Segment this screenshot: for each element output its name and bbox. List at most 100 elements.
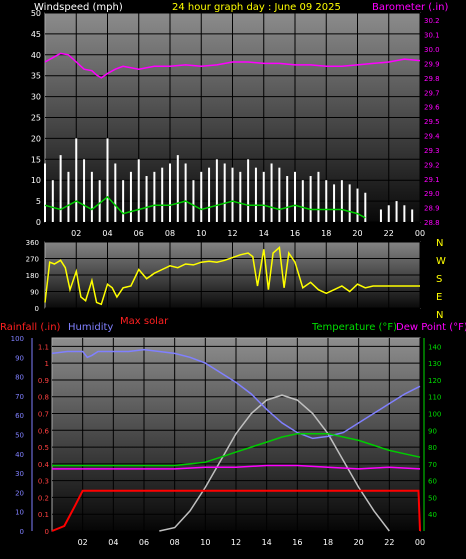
barometer-tick-label: 29.8: [424, 75, 440, 83]
chart-title: 24 hour graph day : June 09 2025: [172, 2, 341, 13]
barometer-tick-label: 30.1: [424, 32, 440, 40]
wind-x-tick-label: 12: [227, 229, 237, 238]
compass-label: S: [436, 274, 442, 285]
barometer-tick-label: 29.7: [424, 89, 440, 97]
direction-series: [44, 245, 420, 306]
barometer-tick-label: 29.3: [424, 147, 440, 155]
rainfall-tick-label: 1: [45, 360, 49, 368]
wind-y-tick-label: 20: [31, 134, 41, 143]
temperature-tick-label: 80: [428, 444, 437, 452]
barometer-tick-label: 28.9: [424, 205, 440, 213]
temperature-tick-label: 40: [428, 511, 437, 519]
rainfall-tick-label: 0: [45, 528, 49, 536]
temperature-tick-label: 120: [428, 377, 441, 385]
max-solar-label: Max solar: [120, 316, 169, 327]
humidity-line: [51, 348, 421, 440]
wind-y-tick-label: 45: [31, 30, 41, 39]
direction-y-tick-label: 270: [26, 256, 39, 264]
humidity-tick-label: 50: [15, 432, 24, 440]
wind-x-tick-label: 06: [134, 229, 144, 238]
temperature-line: [52, 432, 421, 467]
direction-y-tick-label: 90: [30, 289, 39, 297]
rainfall-tick-label: 0.2: [38, 494, 49, 502]
wind-x-tick-label: 22: [384, 229, 394, 238]
rainfall-tick-label: 0.8: [38, 394, 49, 402]
humidity-tick-label: 60: [15, 412, 24, 420]
barometer-tick-label: 28.8: [424, 219, 440, 227]
climate-x-tick-label: 22: [384, 538, 394, 547]
direction-grid: [45, 241, 421, 309]
windspeed-axis-title: Windspeed (mph): [34, 2, 123, 13]
barometer-tick-label: 29.0: [424, 190, 440, 198]
climate-x-tick-label: 00: [415, 538, 425, 547]
rainfall-tick-label: 0.3: [38, 478, 49, 486]
wind-y-tick-label: 0: [36, 218, 41, 227]
climate-x-tick-label: 12: [231, 538, 241, 547]
temperature-tick-label: 70: [428, 461, 437, 469]
wind-x-tick-label: 14: [259, 229, 269, 238]
barometer-tick-label: 29.6: [424, 104, 440, 112]
temperature-tick-label: 110: [428, 394, 441, 402]
wind-x-tick-label: 00: [415, 229, 425, 238]
climate-series: [51, 348, 421, 532]
humidity-tick-label: 0: [20, 528, 24, 536]
rainfall-tick-label: 0.5: [38, 444, 49, 452]
humidity-tick-label: 80: [15, 374, 24, 382]
climate-x-tick-label: 04: [108, 538, 118, 547]
wind-x-tick-label: 02: [71, 229, 81, 238]
max-solar-line: [159, 394, 390, 532]
rainfall-axis-title: Rainfall (.in): [0, 322, 61, 333]
rainfall-line: [51, 489, 421, 532]
dewpoint-line: [52, 464, 421, 470]
wind-y-tick-label: 25: [31, 114, 41, 123]
humidity-tick-label: 70: [15, 393, 24, 401]
barometer-tick-label: 30.2: [424, 17, 440, 25]
wind-x-tick-label: 08: [165, 229, 175, 238]
temperature-axis-title: Temperature (°F): [311, 322, 397, 333]
barometer-axis-title: Barometer (.in): [372, 2, 448, 13]
climate-x-tick-label: 20: [354, 538, 364, 547]
humidity-tick-label: 40: [15, 451, 24, 459]
barometer-line: [44, 52, 421, 79]
humidity-tick-label: 20: [15, 489, 24, 497]
compass-label: N: [436, 238, 443, 249]
wind-y-tick-label: 5: [36, 197, 41, 206]
wind-x-tick-label: 16: [290, 229, 300, 238]
wind-x-tick-label: 04: [102, 229, 112, 238]
rainfall-tick-label: 1.1: [38, 343, 49, 351]
climate-x-tick-label: 18: [323, 538, 333, 547]
humidity-tick-label: 100: [11, 335, 24, 343]
compass-label: N: [436, 310, 443, 321]
wind-axes: 0 5 10 15 20 25 30 35 40 45 50 02 04 06 08 10 12 14 16 18 20…: [31, 9, 440, 238]
wind-y-tick-label: 35: [31, 72, 41, 81]
wind-average-line: [44, 195, 366, 219]
rainfall-tick-label: 0.1: [38, 511, 49, 519]
temperature-tick-label: 140: [428, 343, 441, 351]
barometer-tick-label: 29.4: [424, 133, 440, 141]
climate-x-tick-label: 02: [78, 538, 88, 547]
climate-x-tick-label: 06: [139, 538, 149, 547]
barometer-tick-label: 29.9: [424, 60, 440, 68]
direction-y-tick-label: 0: [35, 305, 39, 313]
barometer-tick-label: 29.5: [424, 118, 440, 126]
temperature-tick-label: 100: [428, 411, 441, 419]
wind-y-tick-label: 30: [31, 93, 41, 102]
dewpoint-axis-title: Dew Point (°F): [396, 322, 466, 333]
climate-grid: [52, 338, 421, 532]
compass-label: E: [436, 292, 442, 303]
climate-x-tick-label: 14: [262, 538, 272, 547]
humidity-tick-label: 10: [15, 509, 24, 517]
climate-x-tick-label: 08: [170, 538, 180, 547]
rainfall-tick-label: 0.7: [38, 411, 49, 419]
temperature-tick-label: 50: [428, 494, 437, 502]
wind-y-tick-label: 15: [31, 155, 41, 164]
humidity-tick-label: 90: [15, 354, 24, 362]
wind-x-tick-label: 18: [321, 229, 331, 238]
compass-label: W: [436, 256, 446, 267]
wind-x-tick-label: 20: [352, 229, 362, 238]
climate-x-tick-label: 16: [292, 538, 302, 547]
wind-direction-line: [44, 245, 420, 306]
